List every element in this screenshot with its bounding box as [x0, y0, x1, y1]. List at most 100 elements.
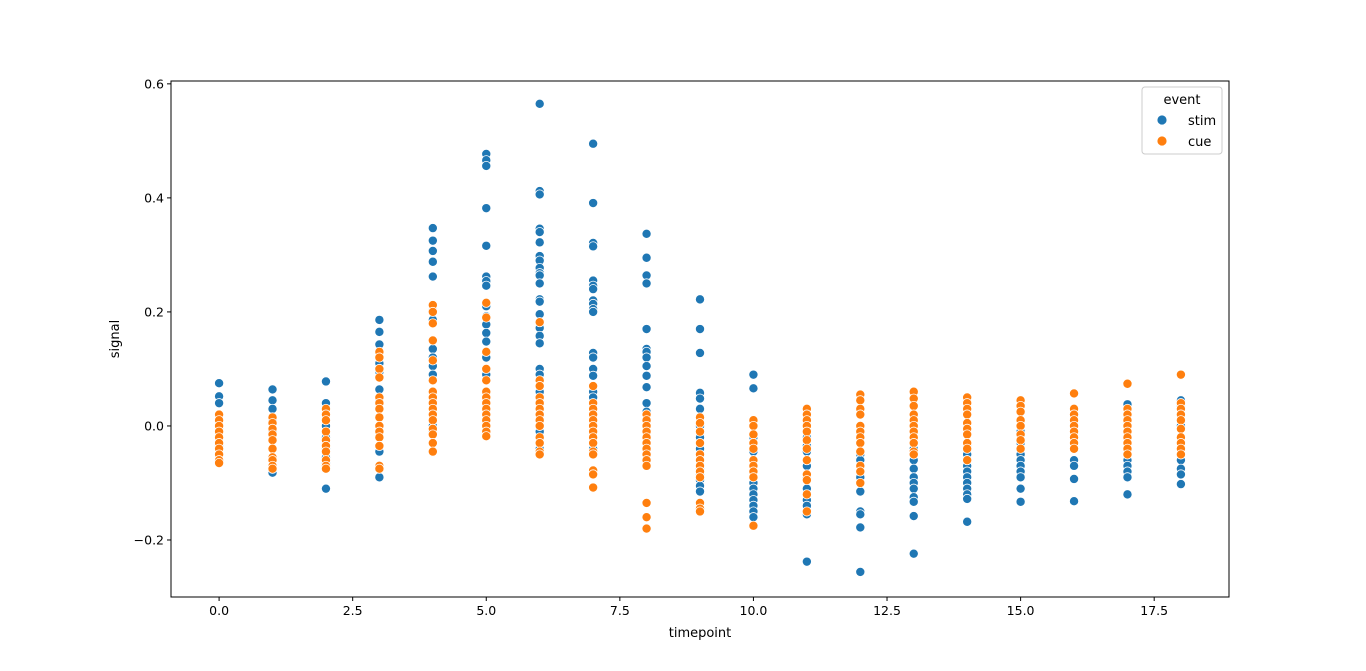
- scatter-point-stim: [534, 237, 545, 248]
- scatter-point-cue: [481, 375, 492, 386]
- scatter-point-stim: [695, 486, 706, 497]
- scatter-point-stim: [534, 338, 545, 349]
- scatter-point-stim: [214, 378, 225, 389]
- scatter-point-cue: [320, 446, 331, 457]
- scatter-point-cue: [748, 472, 759, 483]
- scatter-point-stim: [1069, 460, 1080, 471]
- scatter-point-stim: [534, 227, 545, 238]
- scatter-point-cue: [588, 449, 599, 460]
- scatter-point-cue: [427, 415, 438, 426]
- scatter-point-cue: [1175, 423, 1186, 434]
- scatter-point-cue: [641, 523, 652, 534]
- scatter-point-stim: [908, 496, 919, 507]
- scatter-point-cue: [374, 432, 385, 443]
- scatter-point-stim: [695, 324, 706, 335]
- scatter-point-cue: [427, 306, 438, 317]
- x-tick-label: 10.0: [740, 603, 768, 618]
- scatter-point-cue: [427, 375, 438, 386]
- scatter-point-cue: [695, 418, 706, 429]
- scatter-point-cue: [801, 443, 812, 454]
- y-tick-label: 0.0: [144, 418, 164, 433]
- scatter-point-cue: [1175, 415, 1186, 426]
- scatter-point-cue: [801, 455, 812, 466]
- x-tick-label: 15.0: [1007, 603, 1035, 618]
- scatter-point-stim: [748, 383, 759, 394]
- scatter-point-cue: [855, 446, 866, 457]
- scatter-point-cue: [588, 469, 599, 480]
- scatter-point-cue: [588, 438, 599, 449]
- scatter-point-stim: [427, 245, 438, 256]
- scatter-point-cue: [481, 312, 492, 323]
- scatter-point-cue: [427, 446, 438, 457]
- scatter-point-cue: [908, 449, 919, 460]
- scatter-point-stim: [695, 403, 706, 414]
- scatter-point-stim: [427, 256, 438, 267]
- scatter-point-stim: [801, 556, 812, 567]
- scatter-point-stim: [855, 566, 866, 577]
- scatter-point-cue: [534, 438, 545, 449]
- scatter-point-cue: [481, 297, 492, 308]
- scatter-point-stim: [1069, 473, 1080, 484]
- plot-frame: [170, 80, 1230, 598]
- scatter-point-stim: [748, 369, 759, 380]
- scatter-point-stim: [641, 252, 652, 263]
- scatter-point-cue: [534, 420, 545, 431]
- y-tick-label: 0.2: [144, 304, 164, 319]
- scatter-point-stim: [534, 296, 545, 307]
- scatter-point-cue: [481, 346, 492, 357]
- legend: event stim cue: [1141, 86, 1223, 155]
- scatter-point-cue: [320, 463, 331, 474]
- scatter-point-cue: [374, 403, 385, 414]
- scatter-point-cue: [267, 435, 278, 446]
- scatter-point-cue: [801, 426, 812, 437]
- y-tick-label: 0.6: [144, 76, 164, 91]
- scatter-point-stim: [641, 278, 652, 289]
- scatter-point-stim: [641, 352, 652, 363]
- scatter-point-cue: [481, 431, 492, 442]
- scatter-point-stim: [374, 314, 385, 325]
- points-layer: [214, 98, 1186, 577]
- scatter-point-cue: [855, 438, 866, 449]
- scatter-point-stim: [481, 160, 492, 171]
- series-cue: [214, 297, 1186, 534]
- scatter-point-cue: [748, 420, 759, 431]
- scatter-point-stim: [641, 228, 652, 239]
- scatter-point-cue: [588, 482, 599, 493]
- scatter-point-stim: [1175, 469, 1186, 480]
- scatter-point-cue: [1069, 443, 1080, 454]
- x-tick-label: 2.5: [343, 603, 363, 618]
- scatter-point-cue: [855, 409, 866, 420]
- scatter-point-cue: [374, 372, 385, 383]
- scatter-point-cue: [320, 426, 331, 437]
- scatter-point-cue: [1122, 378, 1133, 389]
- scatter-point-cue: [1175, 369, 1186, 380]
- scatter-point-stim: [1122, 489, 1133, 500]
- scatter-point-stim: [588, 138, 599, 149]
- scatter-point-stim: [695, 393, 706, 404]
- scatter-point-cue: [534, 449, 545, 460]
- x-tick-label: 0.0: [209, 603, 229, 618]
- scatter-point-cue: [1122, 449, 1133, 460]
- scatter-point-cue: [588, 381, 599, 392]
- y-tick-label: 0.4: [144, 190, 164, 205]
- scatter-point-cue: [374, 352, 385, 363]
- scatter-point-cue: [962, 429, 973, 440]
- scatter-point-stim: [588, 284, 599, 295]
- scatter-point-stim: [481, 240, 492, 251]
- x-tick-label: 17.5: [1140, 603, 1168, 618]
- scatter-point-stim: [908, 511, 919, 522]
- x-axis-label: timepoint: [669, 626, 732, 641]
- scatter-point-stim: [374, 472, 385, 483]
- scatter-point-cue: [1069, 388, 1080, 399]
- scatter-point-cue: [855, 477, 866, 488]
- scatter-point-cue: [855, 395, 866, 406]
- scatter-point-stim: [214, 398, 225, 409]
- scatter-point-stim: [481, 336, 492, 347]
- y-axis-label: signal: [108, 320, 123, 358]
- scatter-point-stim: [695, 294, 706, 305]
- scatter-point-cue: [427, 438, 438, 449]
- scatter-point-cue: [267, 463, 278, 474]
- scatter-point-cue: [1015, 406, 1026, 417]
- scatter-point-stim: [320, 376, 331, 387]
- scatter-point-cue: [374, 440, 385, 451]
